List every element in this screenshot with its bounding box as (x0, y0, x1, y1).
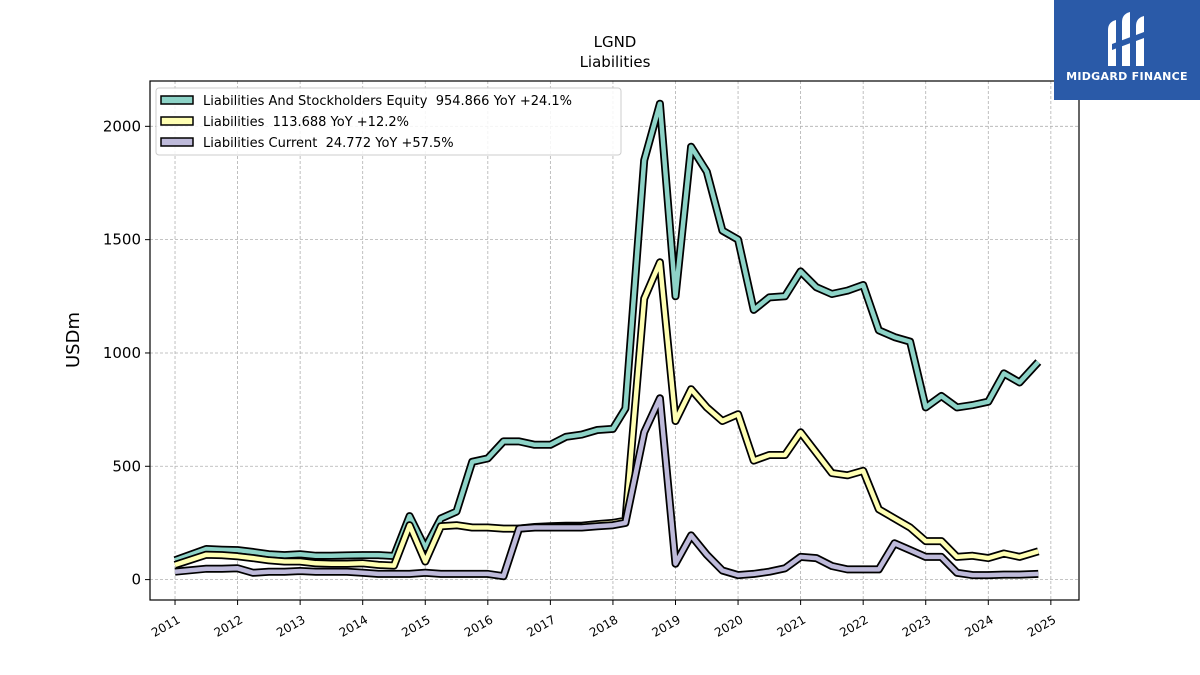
x-tick-label: 2015 (399, 612, 432, 639)
legend-label: Liabilities 113.688 YoY +12.2% (203, 115, 409, 130)
legend-swatch (160, 137, 194, 147)
legend-box (155, 87, 622, 156)
x-tick-label: 2020 (712, 612, 745, 639)
legend-label: Liabilities And Stockholders Equity 954.… (203, 94, 572, 109)
x-tick-label: 2025 (1025, 612, 1058, 639)
grid (150, 81, 1079, 600)
series-line-outline-1 (173, 258, 1040, 570)
x-tick-label: 2013 (274, 612, 307, 639)
y-tick-label: 500 (112, 457, 141, 475)
logo-text: MIDGARD FINANCE (1066, 70, 1188, 83)
x-tick-label: 2023 (900, 612, 933, 639)
chart-title: LGND (594, 33, 637, 51)
y-tick-label: 0 (131, 571, 141, 589)
y-tick-label: 2000 (103, 117, 141, 135)
y-tick-label: 1000 (103, 344, 141, 362)
logo-mark-icon (1108, 12, 1144, 66)
x-tick-label: 2021 (775, 612, 808, 639)
series-layer (173, 99, 1042, 581)
y-tick-label: 1500 (103, 231, 141, 249)
x-tick-label: 2017 (524, 612, 557, 639)
legend-label: Liabilities Current 24.772 YoY +57.5% (203, 136, 454, 151)
chart-subtitle: Liabilities (580, 53, 651, 71)
x-tick-label: 2014 (337, 612, 370, 639)
x-tick-label: 2024 (962, 612, 995, 639)
series-line-0 (174, 101, 1040, 563)
y-axis-label: USDm (63, 312, 84, 368)
legend: Liabilities And Stockholders Equity 954.… (155, 87, 622, 156)
x-tick-label: 2012 (212, 612, 245, 639)
series-line-outline-0 (173, 99, 1042, 565)
midgard-finance-logo: MIDGARD FINANCE (1054, 0, 1200, 100)
plot-frame (149, 80, 1080, 601)
y-ticks: 0 500 1000 1500 2000 (103, 117, 150, 589)
x-tick-label: 2019 (650, 612, 683, 639)
legend-swatch (160, 95, 194, 105)
x-tick-label: 2016 (462, 612, 495, 639)
x-tick-label: 2018 (587, 612, 620, 639)
series-line-2 (174, 396, 1039, 579)
x-tick-label: 2011 (149, 612, 182, 639)
x-ticks: 2011 2012 2013 2014 2015 2016 2017 2018 2019 2020… (149, 600, 1058, 640)
legend-swatch (160, 116, 194, 126)
x-tick-label: 2022 (837, 612, 870, 639)
